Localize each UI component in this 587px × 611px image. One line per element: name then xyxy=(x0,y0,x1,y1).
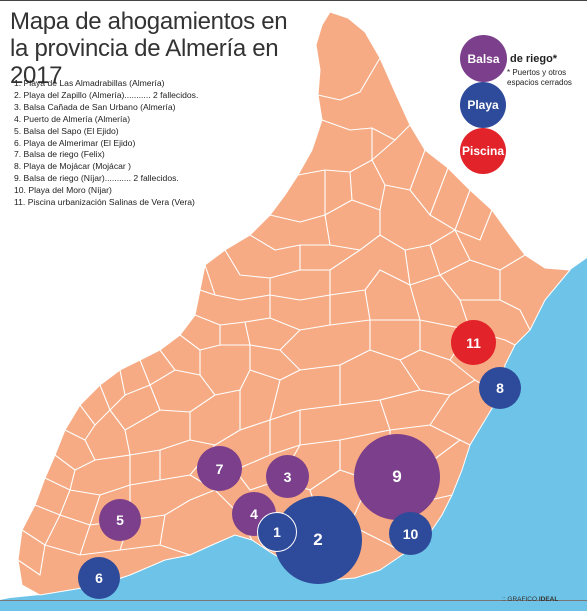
list-item: 1. Playa de Las Almadrabillas (Almería) xyxy=(14,78,165,88)
legend-balsa-circle: Balsa xyxy=(460,35,507,82)
marker-3[interactable]: 3 xyxy=(266,455,309,498)
list-item: 11. Piscina urbanización Salinas de Vera… xyxy=(14,197,195,208)
legend-piscina-label: Piscina xyxy=(461,144,505,158)
bottom-rule xyxy=(0,600,587,601)
marker-label: 5 xyxy=(116,512,124,528)
list-item: 4. Puerto de Almería (Almería) xyxy=(14,113,131,124)
map-title: Mapa de ahogamientos en la provincia de … xyxy=(10,8,288,89)
marker-9[interactable]: 9 xyxy=(354,434,440,520)
marker-label: 2 xyxy=(313,530,323,549)
marker-label: 1 xyxy=(273,524,281,540)
marker-label: 3 xyxy=(283,468,292,485)
legend-piscina-circle: Piscina xyxy=(460,128,506,174)
list-item: 9. Balsa de riego (Níjar)........... 2 f… xyxy=(14,173,179,184)
marker-8[interactable]: 8 xyxy=(479,367,521,409)
list-item: 8. Playa de Mojácar (Mojácar ) xyxy=(14,161,132,172)
marker-label: 11 xyxy=(466,334,481,351)
list-item: 5. Balsa del Sapo (El Ejido) xyxy=(14,125,119,136)
list-item: 6. Playa de Almerimar (El Ejido) xyxy=(14,137,136,148)
marker-10[interactable]: 10 xyxy=(389,512,432,555)
credit-prefix: :: GRAFICO xyxy=(502,596,539,603)
list-item: 2. Playa del Zapillo (Almería)..........… xyxy=(14,89,199,100)
marker-label: 6 xyxy=(95,570,103,586)
marker-label: 9 xyxy=(392,467,402,486)
legend-playa-label: Playa xyxy=(467,98,499,112)
credit-brand: IDEAL xyxy=(538,596,559,603)
drowning-list: 1. Playa de Las Almadrabillas (Almería) … xyxy=(14,78,254,209)
marker-6[interactable]: 6 xyxy=(78,557,120,599)
marker-7[interactable]: 7 xyxy=(197,446,242,491)
marker-label: 10 xyxy=(402,525,419,542)
legend-note: * Puertos y otros espacios cerrados xyxy=(507,68,572,87)
credit: :: GRAFICO IDEAL xyxy=(502,596,558,603)
legend-balsa-extra: de riego* xyxy=(510,53,558,65)
list-item: 3. Balsa Cañada de San Urbano (Almería) xyxy=(14,101,176,112)
marker-1[interactable]: 1 xyxy=(257,512,297,552)
list-item: 7. Balsa de riego (Felix) xyxy=(14,149,105,160)
list-item: 10. Playa del Moro (Níjar) xyxy=(14,185,112,196)
marker-label: 7 xyxy=(215,460,224,477)
province-land xyxy=(17,11,572,596)
sea-area xyxy=(0,258,587,611)
marker-label: 8 xyxy=(496,380,504,396)
marker-11[interactable]: 11 xyxy=(451,320,496,365)
legend-playa-circle: Playa xyxy=(460,82,506,128)
marker-5[interactable]: 5 xyxy=(99,499,141,541)
marker-label: 4 xyxy=(250,506,258,522)
top-rule xyxy=(0,0,587,1)
legend-balsa-label: Balsa xyxy=(467,51,500,66)
